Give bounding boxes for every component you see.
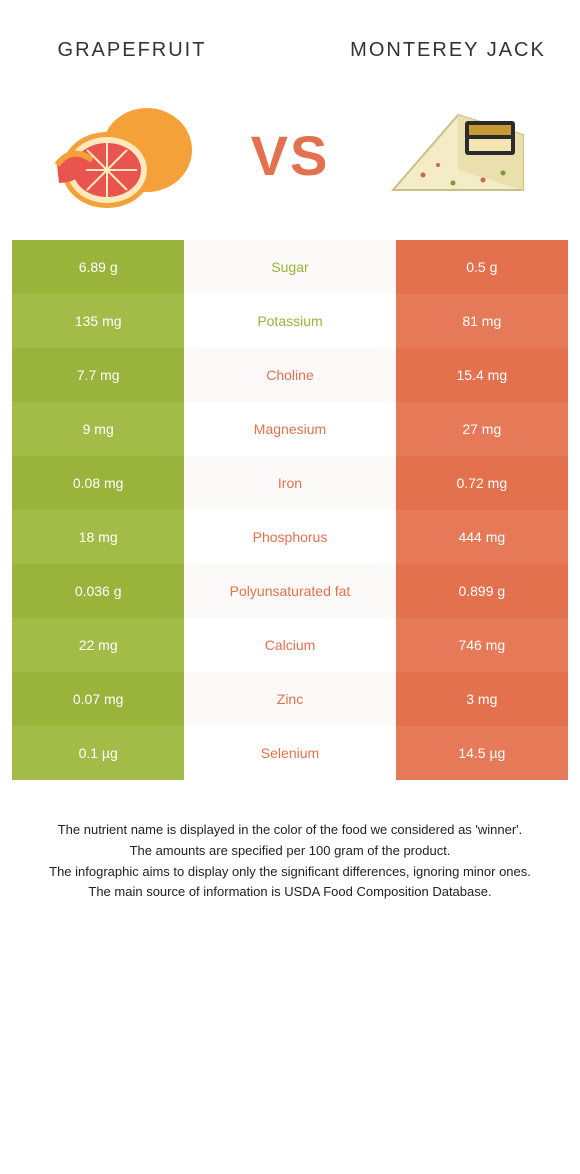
value-right: 14.5 µg bbox=[396, 726, 568, 780]
footnote-line: The nutrient name is displayed in the co… bbox=[32, 820, 548, 841]
grapefruit-icon bbox=[37, 95, 207, 215]
value-right: 3 mg bbox=[396, 672, 568, 726]
footnotes: The nutrient name is displayed in the co… bbox=[12, 820, 568, 903]
footnote-line: The main source of information is USDA F… bbox=[32, 882, 548, 903]
table-row: 0.08 mgIron0.72 mg bbox=[12, 456, 568, 510]
value-left: 22 mg bbox=[12, 618, 184, 672]
food-title-right: MONTEREY JACK bbox=[348, 39, 548, 62]
nutrient-name: Sugar bbox=[184, 240, 395, 294]
nutrient-name: Iron bbox=[184, 456, 395, 510]
nutrient-table: 6.89 gSugar0.5 g135 mgPotassium81 mg7.7 … bbox=[12, 240, 568, 780]
value-left: 135 mg bbox=[12, 294, 184, 348]
value-right: 81 mg bbox=[396, 294, 568, 348]
cheese-icon bbox=[373, 95, 543, 215]
value-right: 0.72 mg bbox=[396, 456, 568, 510]
value-left: 9 mg bbox=[12, 402, 184, 456]
table-row: 9 mgMagnesium27 mg bbox=[12, 402, 568, 456]
value-left: 7.7 mg bbox=[12, 348, 184, 402]
nutrient-name: Phosphorus bbox=[184, 510, 395, 564]
table-row: 6.89 gSugar0.5 g bbox=[12, 240, 568, 294]
nutrient-name: Polyunsaturated fat bbox=[184, 564, 395, 618]
value-right: 27 mg bbox=[396, 402, 568, 456]
value-right: 746 mg bbox=[396, 618, 568, 672]
nutrient-name: Calcium bbox=[184, 618, 395, 672]
value-left: 18 mg bbox=[12, 510, 184, 564]
table-row: 18 mgPhosphorus444 mg bbox=[12, 510, 568, 564]
nutrient-name: Zinc bbox=[184, 672, 395, 726]
food-title-left: GRAPEFRUIT bbox=[32, 39, 232, 62]
value-left: 0.1 µg bbox=[12, 726, 184, 780]
images-row: VS bbox=[12, 80, 568, 230]
comparison-infographic: GRAPEFRUIT MONTEREY JACK VS bbox=[0, 0, 580, 1174]
food-image-right bbox=[368, 90, 548, 220]
vs-label: VS bbox=[251, 123, 330, 188]
table-row: 7.7 mgCholine15.4 mg bbox=[12, 348, 568, 402]
nutrient-name: Choline bbox=[184, 348, 395, 402]
value-right: 15.4 mg bbox=[396, 348, 568, 402]
value-left: 0.08 mg bbox=[12, 456, 184, 510]
nutrient-name: Selenium bbox=[184, 726, 395, 780]
table-row: 0.036 gPolyunsaturated fat0.899 g bbox=[12, 564, 568, 618]
value-left: 6.89 g bbox=[12, 240, 184, 294]
value-right: 0.5 g bbox=[396, 240, 568, 294]
table-row: 22 mgCalcium746 mg bbox=[12, 618, 568, 672]
table-row: 0.07 mgZinc3 mg bbox=[12, 672, 568, 726]
header-row: GRAPEFRUIT MONTEREY JACK bbox=[12, 20, 568, 80]
table-row: 0.1 µgSelenium14.5 µg bbox=[12, 726, 568, 780]
nutrient-name: Potassium bbox=[184, 294, 395, 348]
value-left: 0.036 g bbox=[12, 564, 184, 618]
value-right: 444 mg bbox=[396, 510, 568, 564]
table-row: 135 mgPotassium81 mg bbox=[12, 294, 568, 348]
footnote-line: The amounts are specified per 100 gram o… bbox=[32, 841, 548, 862]
food-image-left bbox=[32, 90, 212, 220]
value-left: 0.07 mg bbox=[12, 672, 184, 726]
footnote-line: The infographic aims to display only the… bbox=[32, 862, 548, 883]
value-right: 0.899 g bbox=[396, 564, 568, 618]
nutrient-name: Magnesium bbox=[184, 402, 395, 456]
